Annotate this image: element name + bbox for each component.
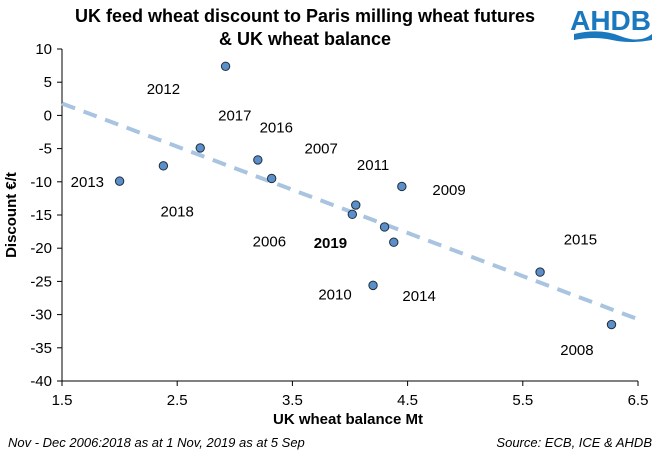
footnote-right: Source: ECB, ICE & AHDB (496, 435, 652, 450)
chart-title-line-2: & UK wheat balance (219, 29, 391, 49)
y-tick-label: 10 (35, 41, 52, 58)
ahdb-logo-wave (574, 31, 652, 42)
data-point (347, 209, 358, 220)
data-point (158, 161, 169, 171)
axis-layer: 10 5 0 -5 -10 -15 -20 -25 -30 -35 -401.5 2.5 3.5 4.5 5… (30, 41, 648, 409)
footnote-left: Nov - Dec 2006:2018 as at 1 Nov, 2019 as… (8, 435, 305, 450)
data-point (535, 267, 545, 277)
point-label: 2014 (402, 288, 435, 305)
x-tick-label: 4.5 (397, 392, 418, 409)
data-point (253, 155, 263, 165)
point-label: 2017 (218, 107, 251, 124)
ahdb-logo-text: AHDB (570, 5, 651, 36)
point-label: 2010 (318, 287, 351, 304)
y-tick-label: -25 (30, 273, 52, 290)
point-label: 2015 (564, 232, 597, 249)
y-tick-label: -35 (30, 340, 52, 357)
y-tick-label: 0 (44, 107, 52, 124)
x-tick-label: 2.5 (167, 392, 188, 409)
y-tick-label: -20 (30, 240, 52, 257)
x-axis-title: UK wheat balance Mt (273, 411, 423, 428)
chart-title-line-1: UK feed wheat discount to Paris milling … (75, 6, 535, 26)
y-axis-title: Discount €/t (3, 172, 20, 258)
data-point (220, 61, 231, 71)
y-tick-label: -30 (30, 307, 52, 324)
y-tick-label: 5 (44, 74, 52, 91)
point-label: 2006 (253, 234, 286, 251)
point-label: 2016 (260, 119, 293, 136)
data-point (368, 280, 378, 291)
y-tick-label: -40 (30, 373, 52, 390)
point-label: 2008 (560, 342, 593, 359)
point-label: 2009 (432, 182, 465, 199)
x-tick-label: 3.5 (282, 392, 303, 409)
point-label: 2007 (305, 141, 338, 158)
data-point (379, 222, 390, 232)
points-layer (114, 61, 617, 330)
data-point (397, 181, 407, 192)
data-point (389, 237, 399, 247)
point-label: 2013 (71, 174, 104, 191)
data-point (195, 143, 205, 153)
data-point (114, 176, 125, 186)
point-label: 2011 (357, 157, 389, 174)
point-label: 2018 (161, 204, 194, 221)
point-labels-layer: 2012 2017 2016 2007 2011 2013 2009 2018 2006 2019… (71, 81, 597, 359)
x-tick-label: 6.5 (628, 392, 649, 409)
data-point (606, 319, 617, 330)
y-tick-label: -5 (39, 141, 52, 158)
x-tick-label: 5.5 (512, 392, 533, 409)
x-tick-label: 1.5 (52, 392, 73, 409)
y-tick-label: -10 (30, 174, 52, 191)
point-label: 2019 (314, 235, 347, 252)
y-tick-label: -15 (30, 207, 52, 224)
ahdb-logo: AHDB (570, 5, 652, 42)
data-point (351, 200, 361, 210)
point-label: 2012 (147, 81, 180, 98)
data-point (266, 173, 277, 184)
